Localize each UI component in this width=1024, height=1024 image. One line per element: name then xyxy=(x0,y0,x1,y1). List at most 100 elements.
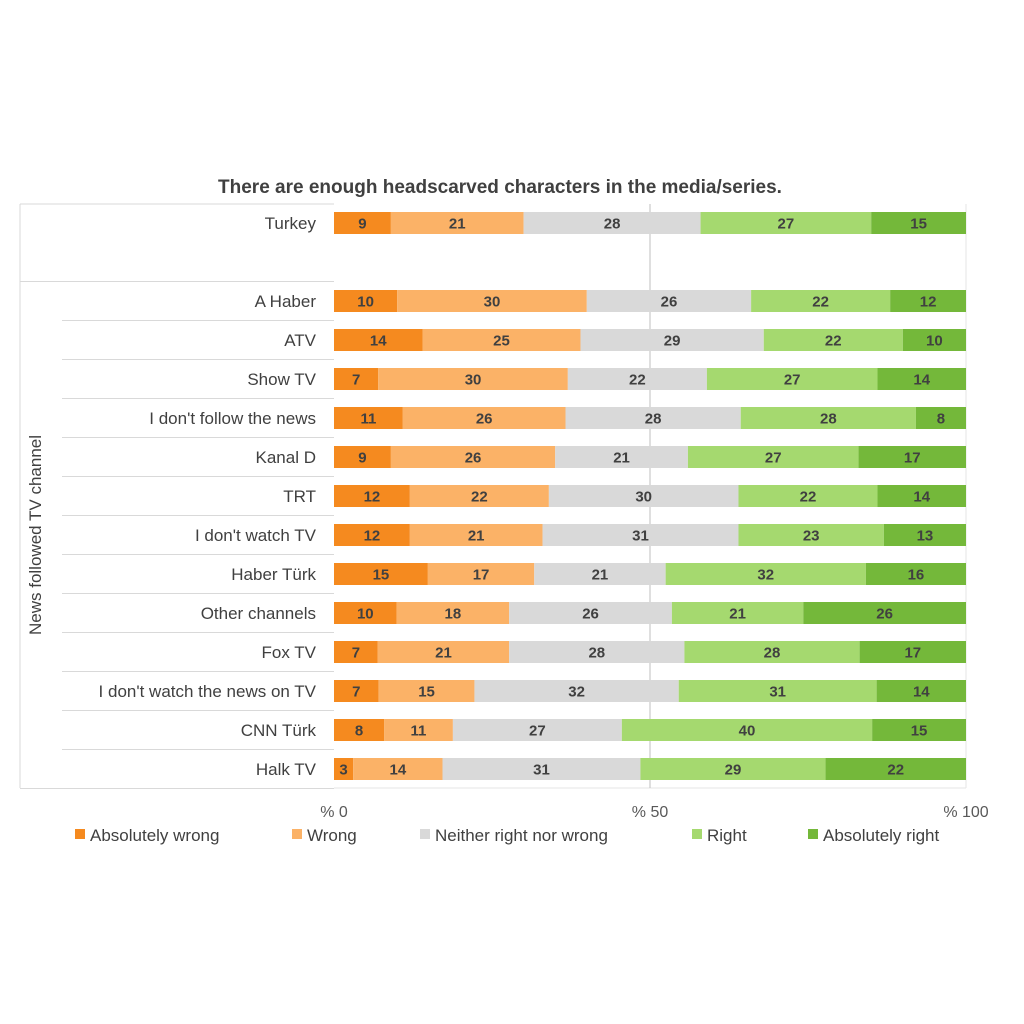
data-label: 21 xyxy=(729,606,746,623)
data-label: 21 xyxy=(435,645,452,662)
bar-segment xyxy=(334,563,428,585)
data-label: 15 xyxy=(911,723,928,740)
data-label: 28 xyxy=(764,645,781,662)
bar-segment xyxy=(671,602,804,624)
bar-segment xyxy=(377,641,510,663)
bar-segment xyxy=(474,680,679,702)
bar-segment xyxy=(803,602,966,624)
data-label: 7 xyxy=(352,684,360,701)
data-label: 10 xyxy=(357,294,374,311)
data-label: 3 xyxy=(339,762,347,779)
bar-segment xyxy=(902,329,966,351)
bar-segment xyxy=(334,680,379,702)
data-label: 22 xyxy=(800,489,817,506)
data-label: 8 xyxy=(355,723,363,740)
data-label: 7 xyxy=(352,372,360,389)
bar-segment xyxy=(825,758,966,780)
bar-segment xyxy=(334,524,410,546)
data-label: 28 xyxy=(588,645,605,662)
legend-label: Absolutely wrong xyxy=(90,826,219,845)
data-label: 15 xyxy=(418,684,435,701)
bar-segment xyxy=(397,290,587,312)
legend-swatch xyxy=(692,829,702,839)
bar-segment xyxy=(334,719,385,741)
data-label: 17 xyxy=(904,450,921,467)
bar-segment xyxy=(390,212,524,234)
data-label: 29 xyxy=(725,762,742,779)
data-label: 30 xyxy=(484,294,501,311)
category-label: I don't watch the news on TV xyxy=(99,682,317,701)
bar-segment xyxy=(665,563,866,585)
bar-segment xyxy=(684,641,860,663)
category-label: I don't follow the news xyxy=(149,409,316,428)
data-label: 8 xyxy=(937,411,945,428)
bar-segment xyxy=(409,524,543,546)
bar-segment xyxy=(334,212,391,234)
x-tick-label: % 50 xyxy=(632,804,669,821)
data-label: 13 xyxy=(917,528,934,545)
bar-segment xyxy=(378,368,568,390)
bar-segment xyxy=(384,719,453,741)
bar-segment xyxy=(409,485,549,507)
data-label: 27 xyxy=(529,723,546,740)
bar-segment xyxy=(763,329,903,351)
data-label: 14 xyxy=(913,684,930,701)
legend-label: Neither right nor wrong xyxy=(435,826,608,845)
bar-segment xyxy=(586,290,752,312)
category-label: Kanal D xyxy=(256,448,316,467)
bar-segment xyxy=(678,680,877,702)
bar-segment xyxy=(353,758,443,780)
bar-segment xyxy=(509,641,685,663)
data-label: 12 xyxy=(364,528,381,545)
data-label: 27 xyxy=(784,372,801,389)
category-label: CNN Türk xyxy=(241,721,317,740)
data-label: 28 xyxy=(645,411,662,428)
bar-segment xyxy=(334,446,391,468)
bar-segment xyxy=(876,680,966,702)
bar-segment xyxy=(883,524,966,546)
data-label: 18 xyxy=(445,606,462,623)
bar-segment xyxy=(548,485,739,507)
bar-segment xyxy=(334,641,378,663)
data-label: 14 xyxy=(370,333,387,350)
data-label: 14 xyxy=(389,762,406,779)
data-label: 28 xyxy=(604,216,621,233)
bar-segment xyxy=(865,563,966,585)
bar-segment xyxy=(859,641,966,663)
bar-segment xyxy=(740,407,916,429)
data-label: 26 xyxy=(876,606,893,623)
data-label: 31 xyxy=(533,762,550,779)
data-label: 15 xyxy=(373,567,390,584)
bar-segment xyxy=(555,446,688,468)
bar-segment xyxy=(738,524,884,546)
data-label: 22 xyxy=(812,294,829,311)
data-label: 40 xyxy=(739,723,756,740)
legend-swatch xyxy=(292,829,302,839)
bar-segment xyxy=(334,368,379,390)
bar-segment xyxy=(640,758,826,780)
bar-segment xyxy=(687,446,859,468)
bar-segment xyxy=(334,485,410,507)
category-label: Halk TV xyxy=(256,760,317,779)
data-label: 32 xyxy=(757,567,774,584)
data-label: 17 xyxy=(473,567,490,584)
bar-segment xyxy=(565,407,741,429)
category-label: A Haber xyxy=(255,292,317,311)
data-label: 30 xyxy=(635,489,652,506)
bar-segment xyxy=(877,485,966,507)
data-label: 14 xyxy=(913,489,930,506)
data-label: 22 xyxy=(471,489,488,506)
bar-segment xyxy=(402,407,566,429)
data-label: 23 xyxy=(803,528,820,545)
y-axis-label: News followed TV channel xyxy=(26,435,45,635)
data-label: 22 xyxy=(825,333,842,350)
bar-segment xyxy=(390,446,556,468)
bar-segment xyxy=(567,368,707,390)
data-label: 14 xyxy=(913,372,930,389)
bar-segment xyxy=(396,602,510,624)
bar-segment xyxy=(542,524,739,546)
chart-title: There are enough headscarved characters … xyxy=(218,177,782,198)
data-label: 9 xyxy=(358,450,366,467)
data-label: 25 xyxy=(493,333,510,350)
